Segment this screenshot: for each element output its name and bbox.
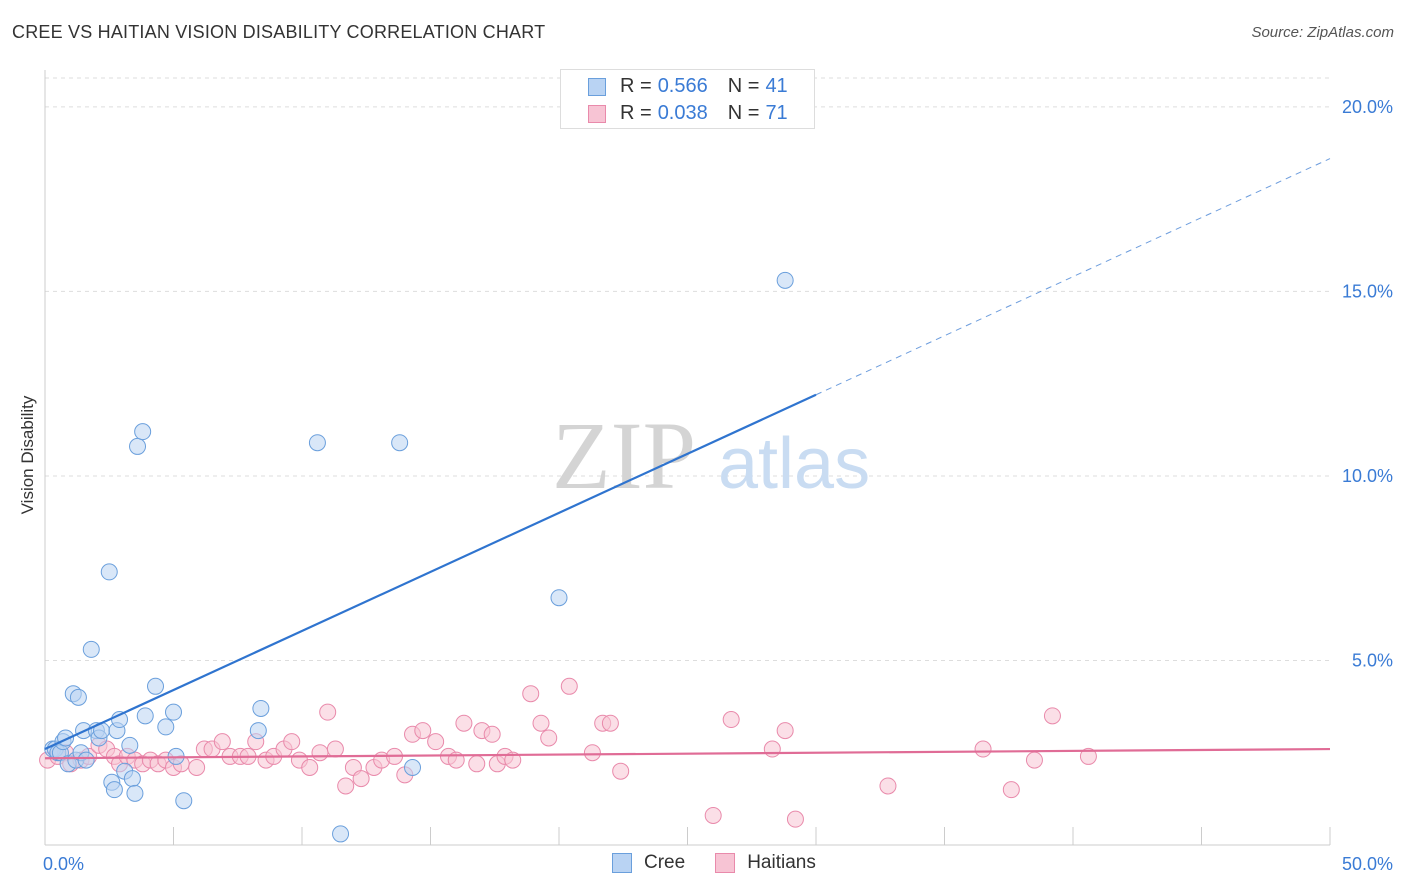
- haitian-point: [540, 729, 558, 747]
- trend-lines: [44, 158, 1331, 760]
- cree-point: [100, 563, 118, 581]
- haitian-legend-swatch: [715, 853, 736, 873]
- cree-point: [136, 707, 154, 725]
- haitian-point: [455, 714, 473, 732]
- cree-point: [550, 589, 568, 607]
- haitian-point: [483, 725, 501, 743]
- haitian-point: [311, 744, 329, 762]
- cree-point: [332, 825, 350, 843]
- cree-trend-line: [44, 393, 817, 751]
- cree-point: [252, 699, 270, 717]
- chart-title: CREE VS HAITIAN VISION DISABILITY CORREL…: [12, 22, 546, 42]
- watermark: ZIP atlas: [552, 402, 870, 509]
- cree-point: [121, 736, 139, 754]
- haitian-point: [504, 751, 522, 769]
- cree-legend-swatch: [612, 853, 632, 873]
- haitian-swatch: [588, 104, 606, 123]
- cree-point: [249, 722, 267, 740]
- haitian-point: [879, 777, 897, 795]
- haitian-point: [301, 759, 319, 776]
- cree-point: [147, 677, 165, 695]
- cree-points: [44, 271, 794, 843]
- haitian-point: [427, 733, 445, 751]
- haitian-trend-line: [44, 747, 1331, 760]
- y-tick-label: 10.0%: [1342, 466, 1393, 486]
- cree-point: [175, 792, 193, 810]
- cree-point: [308, 434, 326, 452]
- cree-point: [129, 437, 147, 455]
- cree-point: [776, 271, 794, 289]
- grid-lines: [45, 77, 1330, 661]
- haitian-legend-label: Haitians: [747, 852, 816, 873]
- haitian-point: [414, 722, 432, 740]
- cree-n-value: 41: [765, 75, 788, 97]
- y-tick-label: 20.0%: [1342, 97, 1393, 117]
- x-tick-label-max: 50.0%: [1342, 854, 1393, 874]
- cree-point: [77, 751, 95, 769]
- stats-legend: R = 0.566 N = 41 R = 0.038 N = 71: [560, 69, 815, 129]
- n-label: N =: [727, 75, 760, 97]
- tick-labels: 5.0% 10.0% 15.0% 20.0% 0.0% 50.0%: [43, 97, 1393, 874]
- axes: [44, 70, 1331, 846]
- r-label: R =: [620, 75, 652, 97]
- haitian-n-value: 71: [765, 102, 788, 124]
- legend-item-cree[interactable]: Cree: [612, 852, 685, 874]
- cree-point: [157, 718, 175, 736]
- haitian-point: [704, 806, 722, 824]
- haitian-points: [39, 677, 1097, 828]
- cree-point: [82, 640, 100, 658]
- haitian-point: [188, 759, 206, 776]
- cree-legend-label: Cree: [644, 852, 686, 873]
- haitian-r-value: 0.038: [657, 102, 708, 124]
- cree-point: [391, 434, 409, 452]
- haitian-point: [283, 733, 301, 751]
- cree-r-value: 0.566: [657, 75, 708, 97]
- haitian-point: [352, 770, 370, 788]
- cree-point: [105, 781, 123, 799]
- haitian-point: [722, 711, 740, 729]
- haitian-point: [326, 740, 344, 758]
- y-tick-label: 5.0%: [1352, 650, 1393, 670]
- cree-point: [123, 770, 141, 788]
- haitian-point: [532, 714, 550, 732]
- x-tick-label-min: 0.0%: [43, 854, 84, 874]
- haitian-point: [337, 777, 355, 795]
- haitian-point: [583, 744, 601, 762]
- cree-swatch: [588, 77, 606, 96]
- watermark-atlas: atlas: [718, 424, 870, 504]
- legend-row-haitians: R = 0.038 N = 71: [561, 100, 788, 127]
- cree-point: [165, 703, 182, 721]
- watermark-zip: ZIP: [552, 402, 696, 509]
- haitian-point: [213, 733, 231, 751]
- haitian-point: [612, 762, 630, 780]
- series-legend: Cree Haitians: [612, 852, 846, 874]
- haitian-point: [776, 722, 794, 740]
- haitian-point: [1043, 707, 1061, 725]
- haitian-point: [319, 703, 337, 721]
- legend-item-haitians[interactable]: Haitians: [715, 852, 816, 874]
- cree-point: [69, 688, 87, 706]
- haitian-point: [1002, 781, 1020, 799]
- cree-point: [134, 423, 152, 441]
- legend-row-cree: R = 0.566 N = 41: [561, 73, 788, 100]
- haitian-point: [1079, 747, 1097, 765]
- haitian-point: [601, 714, 619, 732]
- cree-point: [126, 784, 144, 802]
- n-label: N =: [727, 102, 760, 124]
- r-label: R =: [620, 102, 652, 124]
- y-tick-label: 15.0%: [1342, 281, 1393, 301]
- haitian-point: [974, 740, 992, 758]
- haitian-point: [1025, 751, 1043, 769]
- haitian-point: [786, 810, 804, 828]
- haitian-point: [522, 685, 540, 703]
- cree-trend-extension: [815, 158, 1331, 396]
- haitian-point: [763, 740, 781, 758]
- source-label: Source: ZipAtlas.com: [1251, 24, 1394, 41]
- cree-point: [404, 759, 422, 776]
- haitian-point: [468, 755, 486, 773]
- haitian-point: [560, 677, 578, 695]
